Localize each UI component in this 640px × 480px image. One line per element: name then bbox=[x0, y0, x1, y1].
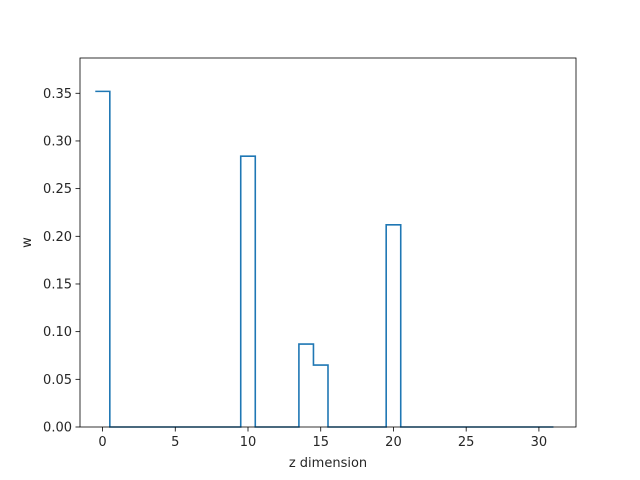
y-tick-label: 0.00 bbox=[43, 421, 72, 436]
x-axis-ticks: 0 5 10 15 20 25 30 bbox=[98, 427, 547, 450]
y-tick-label: 0.15 bbox=[43, 277, 72, 292]
plot-area bbox=[79, 57, 577, 428]
y-axis-ticks: 0.00 0.05 0.10 0.15 0.20 0.25 0.30 0.35 bbox=[43, 87, 80, 436]
x-tick-label: 30 bbox=[531, 435, 548, 450]
y-tick-label: 0.25 bbox=[43, 182, 72, 197]
x-tick-label: 20 bbox=[385, 435, 402, 450]
axes-frame bbox=[79, 57, 577, 428]
x-axis-label: z dimension bbox=[289, 456, 367, 471]
y-axis-label: w bbox=[20, 237, 35, 248]
y-tick-label: 0.10 bbox=[43, 325, 72, 340]
x-tick-label: 5 bbox=[171, 435, 179, 450]
x-tick-label: 0 bbox=[98, 435, 106, 450]
x-tick-label: 10 bbox=[240, 435, 257, 450]
y-tick-label: 0.35 bbox=[43, 87, 72, 102]
y-tick-label: 0.30 bbox=[43, 134, 72, 149]
x-tick-label: 15 bbox=[312, 435, 329, 450]
x-tick-label: 25 bbox=[458, 435, 475, 450]
y-tick-label: 0.05 bbox=[43, 373, 72, 388]
y-tick-label: 0.20 bbox=[43, 230, 72, 245]
